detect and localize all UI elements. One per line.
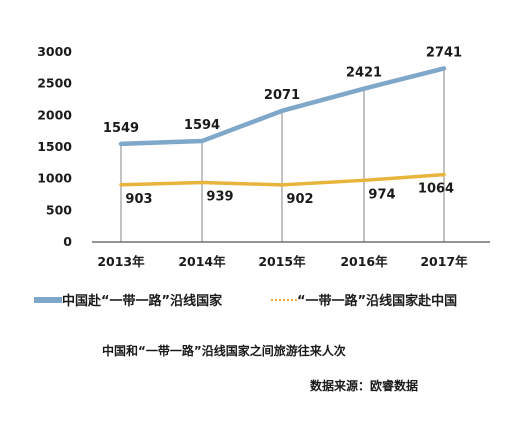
y-tick-label: 2500 <box>37 76 72 91</box>
data-label-series-1: 2071 <box>264 88 300 103</box>
data-labels: 1549 1594 2071 2421 2741 903 939 902 974 1064 <box>103 45 462 206</box>
y-tick-label: 1500 <box>37 139 72 154</box>
x-tick-label: 2013年 <box>97 254 145 269</box>
y-tick-label: 1000 <box>37 171 72 186</box>
series-line-2 <box>119 172 446 187</box>
y-tick-label: 500 <box>46 202 72 217</box>
chart-title: 中国和“一带一路”沿线国家之间旅游往来人次 <box>102 343 346 358</box>
x-tick-label: 2017年 <box>420 254 468 269</box>
data-source: 数据来源：欧睿数据 <box>310 378 418 393</box>
data-label-series-1: 1594 <box>184 118 220 133</box>
data-label-series-2: 939 <box>206 190 233 205</box>
data-label-series-2: 974 <box>368 187 395 202</box>
data-label-series-2: 1064 <box>418 182 454 197</box>
y-tick-label: 3000 <box>37 44 72 59</box>
y-tick-label: 0 <box>63 234 72 249</box>
legend-label-series-2: “一带一路”沿线国家赴中国 <box>297 293 457 309</box>
data-label-series-2: 902 <box>286 192 313 207</box>
data-label-series-1: 1549 <box>103 121 139 136</box>
y-axis: 0 500 1000 1500 2000 2500 3000 <box>37 44 72 249</box>
data-label-series-2: 903 <box>125 192 152 207</box>
x-tick-label: 2014年 <box>178 254 226 269</box>
data-label-series-1: 2741 <box>426 45 462 60</box>
x-tick-label: 2016年 <box>340 254 388 269</box>
y-tick-label: 2000 <box>37 107 72 122</box>
x-tick-label: 2015年 <box>258 254 306 269</box>
legend-label-series-1: 中国赴“一带一路”沿线国家 <box>62 293 223 309</box>
series-line-1 <box>118 66 447 147</box>
data-label-series-1: 2421 <box>346 66 382 81</box>
legend-swatch-series-1 <box>34 297 62 303</box>
category-guide-lines <box>120 68 445 242</box>
x-axis-tick-labels: 2013年 2014年 2015年 2016年 2017年 <box>97 254 468 269</box>
series-lines <box>118 66 447 187</box>
legend: 中国赴“一带一路”沿线国家 “一带一路”沿线国家赴中国 <box>34 293 457 309</box>
